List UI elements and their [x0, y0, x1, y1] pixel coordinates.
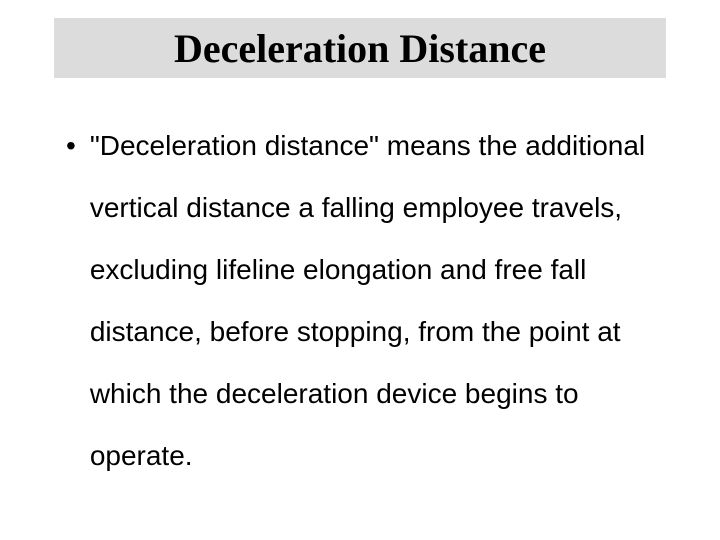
- slide: Deceleration Distance • "Deceleration di…: [0, 0, 720, 540]
- bullet-marker-icon: •: [66, 115, 76, 177]
- bullet-text: "Deceleration distance" means the additi…: [90, 115, 664, 487]
- bullet-item: • "Deceleration distance" means the addi…: [64, 115, 664, 487]
- title-box: Deceleration Distance: [54, 18, 666, 78]
- body-area: • "Deceleration distance" means the addi…: [64, 115, 664, 487]
- slide-title: Deceleration Distance: [174, 25, 546, 72]
